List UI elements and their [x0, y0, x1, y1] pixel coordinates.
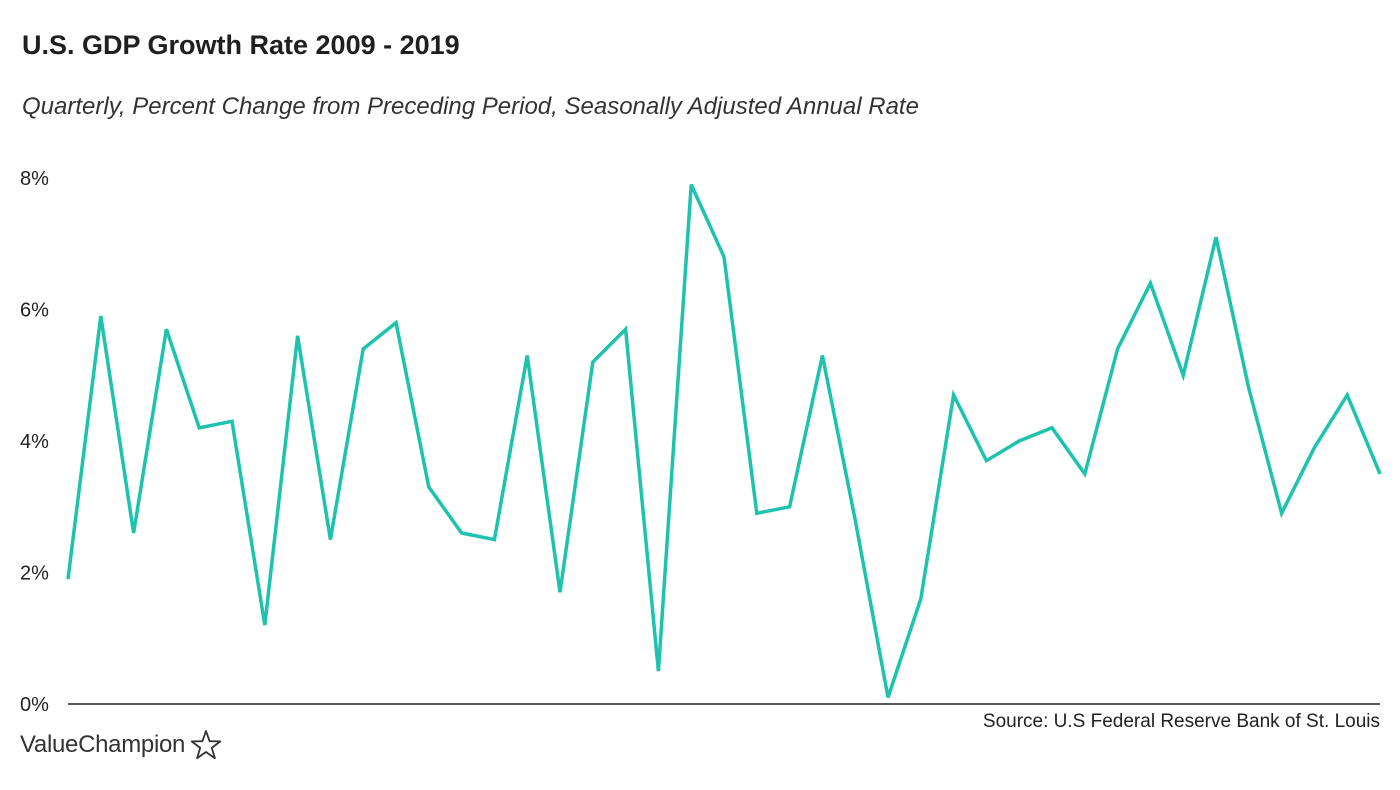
y-tick-label: 4% — [20, 431, 49, 453]
data-point — [1247, 386, 1251, 390]
data-point — [820, 354, 824, 358]
data-point — [1181, 373, 1185, 377]
data-point — [656, 669, 660, 673]
data-point — [788, 505, 792, 509]
data-point — [722, 255, 726, 259]
data-point — [919, 597, 923, 601]
data-point — [1345, 393, 1349, 397]
y-axis-ticks: 0% 2% 4% 6% 8% — [20, 168, 49, 716]
chart-subtitle: Quarterly, Percent Change from Preceding… — [22, 93, 919, 120]
data-point — [689, 183, 693, 187]
data-point — [296, 334, 300, 338]
data-point — [525, 354, 529, 358]
data-point — [230, 419, 234, 423]
y-tick-label: 2% — [20, 563, 49, 585]
data-point — [1050, 426, 1054, 430]
data-point — [66, 577, 70, 581]
data-point — [853, 518, 857, 522]
data-point — [197, 426, 201, 430]
y-tick-label: 6% — [20, 300, 49, 322]
data-point — [1214, 235, 1218, 239]
data-point — [492, 538, 496, 542]
data-point — [1116, 347, 1120, 351]
brand-logo: ValueChampion — [20, 728, 223, 762]
data-point — [558, 590, 562, 594]
data-point — [984, 459, 988, 463]
data-point — [952, 393, 956, 397]
data-point — [755, 511, 759, 515]
data-point — [886, 695, 890, 699]
data-point — [99, 314, 103, 318]
data-point — [1312, 446, 1316, 450]
series-line-gdp-growth — [66, 183, 1382, 698]
data-point — [1280, 511, 1284, 515]
data-point — [1148, 281, 1152, 285]
data-point — [132, 531, 136, 535]
data-point — [328, 538, 332, 542]
y-tick-label: 0% — [20, 694, 49, 716]
logo-text: ValueChampion — [20, 731, 186, 758]
data-point — [1017, 439, 1021, 443]
data-point — [263, 623, 267, 627]
star-outline-icon — [190, 730, 222, 760]
data-point — [591, 360, 595, 364]
data-point — [164, 327, 168, 331]
chart-title: U.S. GDP Growth Rate 2009 - 2019 — [22, 30, 460, 60]
data-point — [361, 347, 365, 351]
data-point — [1083, 472, 1087, 476]
data-point — [394, 321, 398, 325]
y-tick-label: 8% — [20, 168, 49, 190]
data-point — [427, 485, 431, 489]
source-note: Source: U.S Federal Reserve Bank of St. … — [982, 711, 1380, 732]
data-point — [624, 327, 628, 331]
data-point — [1378, 472, 1382, 476]
data-point — [460, 531, 464, 535]
